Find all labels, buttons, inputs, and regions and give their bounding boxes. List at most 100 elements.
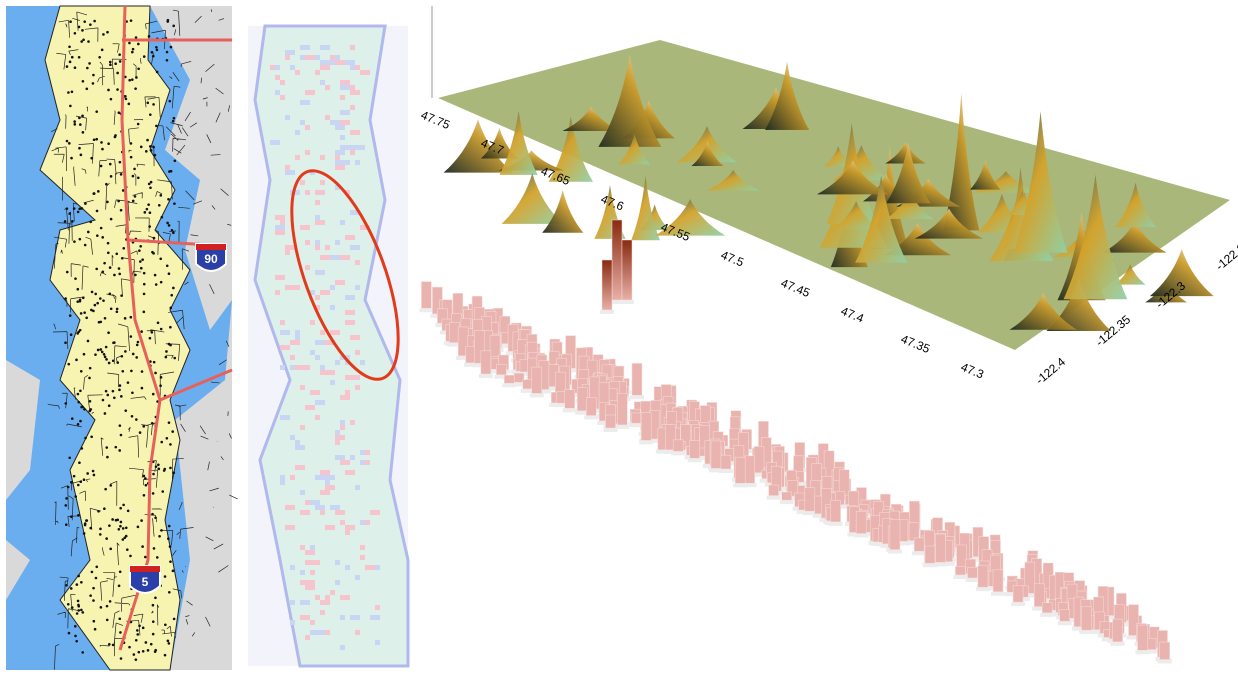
poi xyxy=(152,393,155,396)
bar-shadow xyxy=(600,310,614,314)
cell xyxy=(350,615,360,620)
cell xyxy=(285,55,290,60)
poi xyxy=(166,437,169,440)
poi xyxy=(151,513,154,516)
cell xyxy=(300,45,310,50)
poi xyxy=(80,154,83,157)
poi xyxy=(99,297,102,300)
poi xyxy=(102,399,105,402)
bar-shadow xyxy=(719,469,733,473)
bar xyxy=(449,323,459,343)
cell xyxy=(360,555,365,560)
poi xyxy=(121,355,124,358)
poi xyxy=(124,350,127,353)
poi xyxy=(160,441,163,444)
cell xyxy=(275,230,285,235)
cell xyxy=(305,55,315,60)
poi xyxy=(130,370,133,373)
poi xyxy=(120,521,123,524)
bar xyxy=(769,485,779,496)
cell xyxy=(275,275,285,280)
poi xyxy=(122,247,125,250)
poi xyxy=(87,40,90,43)
poi xyxy=(135,639,138,642)
poi xyxy=(65,497,68,500)
poi xyxy=(155,283,158,286)
poi xyxy=(74,66,77,69)
poi xyxy=(108,362,111,365)
poi xyxy=(164,623,167,626)
poi xyxy=(155,46,158,49)
cell xyxy=(360,520,365,525)
poi xyxy=(77,575,80,578)
poi xyxy=(112,644,115,647)
cell xyxy=(280,475,285,480)
lat-label: 47.3 xyxy=(959,360,986,382)
poi xyxy=(105,346,108,349)
cell xyxy=(350,85,355,90)
poi xyxy=(74,32,77,35)
cell xyxy=(320,65,330,70)
cell xyxy=(305,550,315,555)
cell xyxy=(295,155,300,160)
cell xyxy=(335,240,340,245)
poi xyxy=(102,33,105,36)
bar xyxy=(612,220,622,300)
poi xyxy=(140,267,143,270)
poi xyxy=(115,253,118,256)
poi xyxy=(89,527,92,530)
cell xyxy=(330,120,340,125)
poi xyxy=(109,293,112,296)
bar xyxy=(955,566,965,575)
bar xyxy=(721,455,731,469)
cell xyxy=(340,85,350,90)
poi xyxy=(161,490,164,493)
poi xyxy=(93,192,96,195)
cell xyxy=(325,115,330,120)
cell xyxy=(330,60,335,65)
cell xyxy=(295,440,300,445)
poi xyxy=(130,19,133,22)
poi xyxy=(108,524,111,527)
cell xyxy=(305,365,310,370)
poi xyxy=(164,654,167,657)
poi xyxy=(109,484,112,487)
poi xyxy=(75,359,78,362)
poi xyxy=(93,474,96,477)
poi xyxy=(68,456,71,459)
poi xyxy=(142,627,145,630)
poi xyxy=(71,220,74,223)
poi xyxy=(146,139,149,142)
poi xyxy=(137,176,140,179)
cell xyxy=(375,605,380,610)
poi xyxy=(146,101,149,104)
poi xyxy=(94,293,97,296)
cell xyxy=(340,615,345,620)
poi xyxy=(83,408,86,411)
cell xyxy=(330,380,335,385)
poi xyxy=(74,495,77,498)
poi xyxy=(68,632,71,635)
cell xyxy=(345,320,350,325)
poi xyxy=(90,309,93,312)
poi xyxy=(120,395,123,398)
poi xyxy=(91,571,94,574)
cell xyxy=(310,320,315,325)
bar xyxy=(690,441,700,459)
poi xyxy=(143,475,146,478)
poi xyxy=(145,641,148,644)
poi xyxy=(149,113,152,116)
poi xyxy=(148,225,151,228)
bar-shadow xyxy=(991,592,1005,596)
poi xyxy=(102,270,105,273)
poi xyxy=(68,142,71,145)
cell xyxy=(370,615,380,620)
poi xyxy=(69,20,72,23)
cell xyxy=(325,245,330,250)
cell xyxy=(335,155,340,160)
poi xyxy=(130,142,133,145)
bar-shadow xyxy=(976,587,990,591)
poi xyxy=(145,484,148,487)
poi xyxy=(115,519,118,522)
cell xyxy=(340,110,350,115)
